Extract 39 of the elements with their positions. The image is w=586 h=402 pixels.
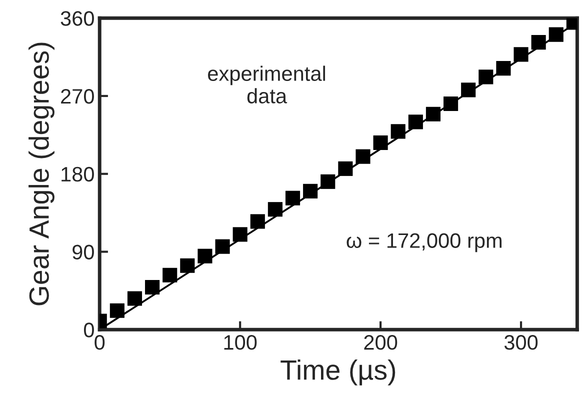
point	[373, 135, 388, 150]
point	[548, 27, 564, 42]
point	[268, 202, 282, 217]
point	[215, 239, 230, 254]
point	[356, 149, 370, 164]
x-tick-label: 300	[504, 335, 538, 350]
point	[478, 70, 494, 84]
y-axis-title: Gear Angle (degrees)	[28, 42, 54, 306]
point	[232, 227, 248, 242]
annotation: experimental data	[208, 66, 326, 104]
point	[514, 47, 528, 62]
point	[338, 161, 353, 176]
point	[110, 303, 124, 318]
x-tick-label: 100	[224, 335, 257, 350]
x-axis-title: Time (µs)	[280, 359, 396, 386]
point	[285, 190, 300, 206]
point	[198, 248, 212, 264]
point	[496, 61, 511, 76]
y-tick-label: 0	[84, 322, 94, 338]
point	[145, 280, 160, 295]
y-tick-label: 270	[61, 88, 94, 104]
point	[180, 258, 195, 273]
x-tick-label: 200	[364, 335, 398, 350]
point	[444, 96, 458, 112]
point	[320, 174, 336, 189]
point	[531, 35, 546, 50]
point	[250, 214, 265, 229]
point	[303, 184, 318, 198]
y-tick-label: 360	[60, 11, 94, 26]
point	[426, 106, 441, 122]
point	[461, 82, 476, 98]
x-tick-label: 0	[94, 335, 105, 350]
point	[127, 291, 142, 306]
point	[408, 114, 423, 130]
point	[162, 268, 178, 282]
y-tick-label: 180	[62, 166, 94, 182]
point	[390, 124, 406, 139]
y-tick-label: 90	[72, 244, 94, 260]
annotation: ω = 172,000 rpm	[346, 233, 502, 252]
